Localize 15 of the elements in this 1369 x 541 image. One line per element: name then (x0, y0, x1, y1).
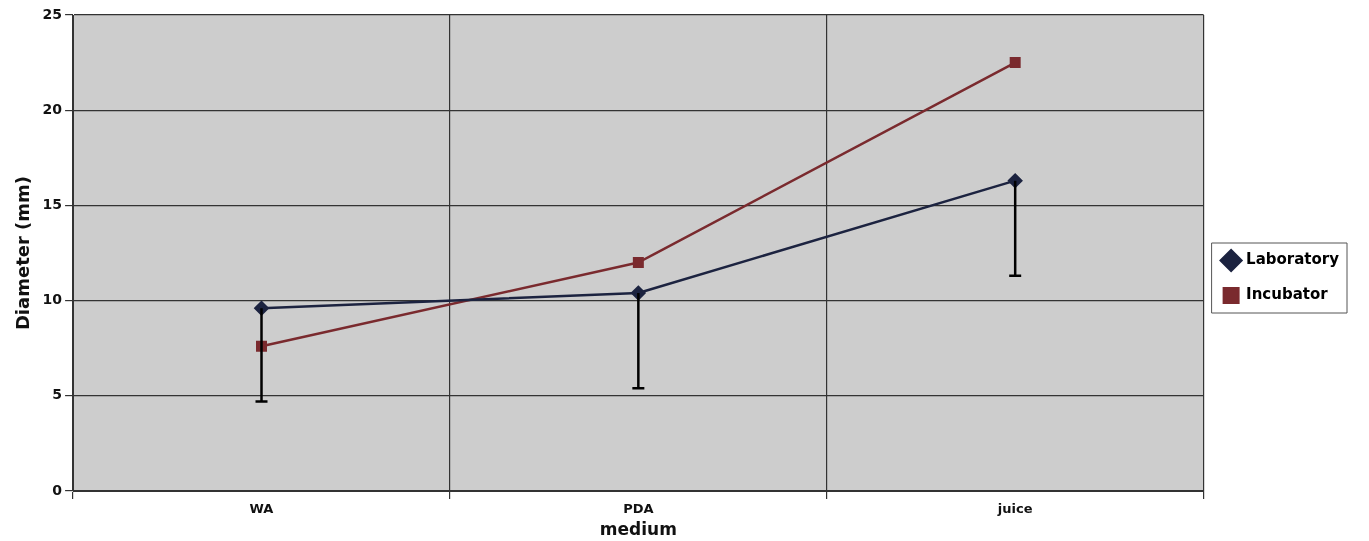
y-tick-label: 25 (42, 5, 63, 22)
y-tick-label: 5 (52, 386, 63, 403)
y-tick-label: 15 (42, 196, 63, 213)
x-tick-label: juice (996, 501, 1033, 517)
x-tick-label: WA (249, 501, 274, 517)
y-tick-label: 20 (42, 100, 63, 117)
y-axis-title: Diameter (mm) (12, 175, 34, 331)
point (632, 257, 644, 269)
legend-label: Laboratory (1246, 250, 1340, 269)
point (1009, 57, 1021, 69)
y-tick-label: 10 (42, 291, 63, 308)
x-axis-title: medium (599, 519, 677, 540)
legend-label: Incubator (1246, 285, 1329, 304)
x-tick-label: PDA (623, 501, 654, 517)
y-tick-label: 0 (52, 481, 63, 498)
